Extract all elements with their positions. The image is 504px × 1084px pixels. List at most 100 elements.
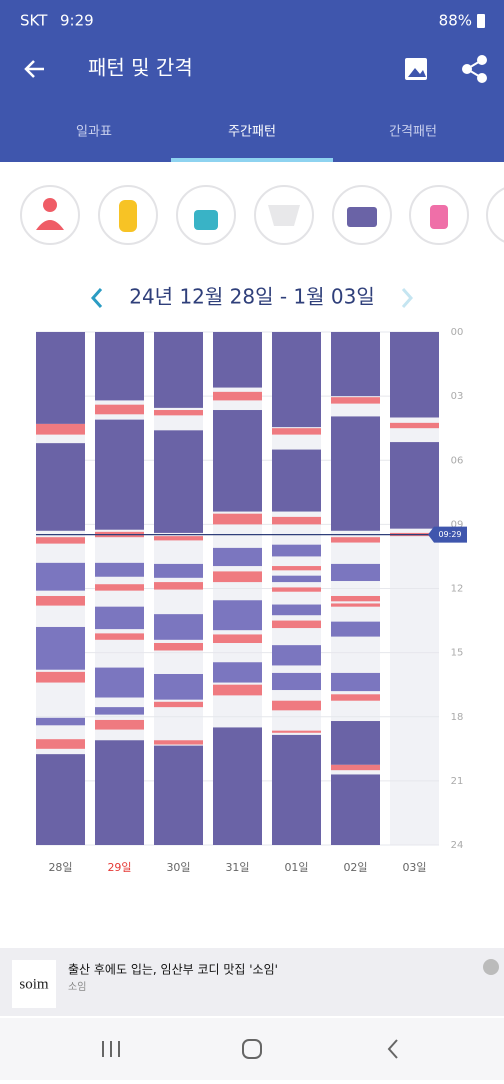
day-label: 30일 [166,860,190,874]
more-button[interactable] [486,186,504,244]
segment-sleep [36,754,85,845]
segment-sleep [154,430,203,533]
segment-nap [95,707,144,715]
segment-sleep [213,727,262,845]
segment-feed [213,684,262,696]
segment-sleep [390,442,439,529]
segment-feed [36,537,85,544]
segment-sleep [213,410,262,512]
day-label: 03일 [402,860,426,874]
hour-tick-label: 18 [451,712,464,723]
segment-sleep [213,332,262,388]
ad-logo: soim [19,976,49,992]
segment-feed [272,700,321,711]
segment-feed [331,595,380,602]
day-label: 01일 [284,860,308,874]
segment-feed [272,620,321,629]
hour-tick-label: 06 [451,455,464,466]
icon [119,200,137,232]
ad-logo-box [12,960,56,1008]
segment-nap [272,604,321,616]
segment-feed [213,634,262,644]
ad-band [0,948,504,1016]
segment-feed [154,410,203,416]
segment-feed [331,397,380,404]
segment-nap [272,672,321,691]
tab[interactable]: 일과표 [76,125,112,140]
icon [268,205,300,226]
segment-feed [95,584,144,591]
app-bar [0,0,504,162]
segment-nap [331,621,380,637]
icon [430,205,448,229]
date-range: 24년 12월 28일 - 1월 03일 [129,285,375,309]
segment-sleep [36,443,85,531]
segment-nap [331,563,380,582]
segment-nap [272,544,321,557]
ad-info[interactable] [483,959,499,975]
segment-nap [95,606,144,630]
share-button[interactable] [462,55,487,83]
segment-sleep [331,721,380,765]
segment-nap [154,614,203,640]
back-button[interactable] [24,60,44,78]
week-chart: 00 03 06 09 12 15 18 21 24 28일 29일 30일 31일 01일 02일 03일 0… [36,327,467,874]
segment-feed [36,595,85,606]
tab-active[interactable]: 주간패턴 [228,125,276,140]
segment-feed [272,428,321,435]
prev-week[interactable] [90,288,103,308]
segment-feed [154,701,203,708]
hour-tick-label: 15 [451,648,464,659]
segment-feed [390,422,439,429]
segment-nap [36,562,85,591]
tab[interactable]: 간격패턴 [389,125,437,140]
segment-sleep [95,419,144,530]
day-label: 02일 [343,860,367,874]
back-nav[interactable] [387,1039,398,1059]
segment-nap [154,674,203,700]
segment-feed [331,603,380,607]
segment-feed [213,391,262,401]
segment-sleep [272,332,321,428]
carrier: SKT [20,12,48,30]
recent-apps[interactable] [102,1041,120,1057]
day-label: 28일 [48,860,72,874]
segment-nap [95,667,144,698]
battery: 88% [439,12,472,30]
segment-feed [154,536,203,541]
screen-title: 패턴 및 간격 [88,56,193,80]
nursing-button[interactable] [20,185,80,245]
tab-indicator [171,158,333,162]
segment-nap [36,717,85,726]
segment-sleep [95,740,144,845]
segment-nap [213,662,262,683]
hour-tick-label: 21 [451,776,464,787]
hour-tick-label: 03 [451,391,464,402]
segment-sleep [95,332,144,401]
gallery-icon [408,68,426,77]
segment-sleep [331,774,380,845]
segment-sleep [154,332,203,408]
icon [43,198,57,212]
segment-feed [272,587,321,592]
clock: 9:29 [60,12,94,30]
segment-feed [95,404,144,415]
hour-tick-label: 24 [451,840,464,851]
nav-bar [0,1018,504,1080]
home-button[interactable] [242,1039,262,1059]
segment-sleep [272,734,321,845]
segment-sleep [331,332,380,397]
icon [36,220,64,230]
next-week[interactable] [401,288,414,308]
hour-tick-label: 00 [451,327,464,338]
segment-feed [95,719,144,730]
segment-sleep [154,745,203,845]
hour-tick-label: 09 [451,519,464,530]
segment-feed [331,694,380,701]
day-label: 31일 [225,860,249,874]
ad-title[interactable]: 출산 후에도 입는, 임산부 코디 맛집 '소임' [68,963,278,977]
segment-feed [331,537,380,543]
segment-nap [213,600,262,631]
hour-tick-label: 12 [451,584,464,595]
